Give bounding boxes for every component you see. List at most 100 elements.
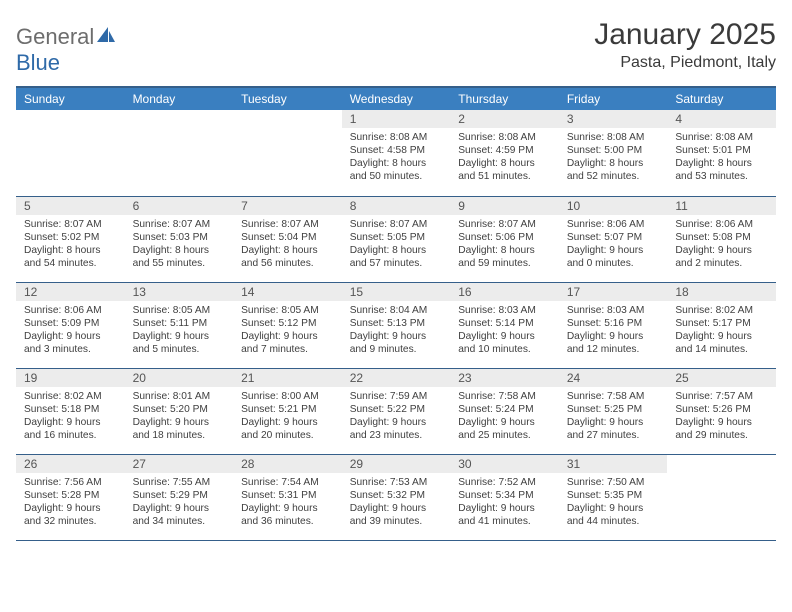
day-cell: 10Sunrise: 8:06 AMSunset: 5:07 PMDayligh… [559,196,668,282]
day-cell: 23Sunrise: 7:58 AMSunset: 5:24 PMDayligh… [450,368,559,454]
day-details: Sunrise: 8:03 AMSunset: 5:16 PMDaylight:… [559,301,668,360]
day-cell: 14Sunrise: 8:05 AMSunset: 5:12 PMDayligh… [233,282,342,368]
day-cell: 28Sunrise: 7:54 AMSunset: 5:31 PMDayligh… [233,454,342,540]
day-number: 28 [233,455,342,473]
month-title: January 2025 [594,18,776,52]
day-number: 10 [559,197,668,215]
day-cell: 11Sunrise: 8:06 AMSunset: 5:08 PMDayligh… [667,196,776,282]
day-details: Sunrise: 8:07 AMSunset: 5:02 PMDaylight:… [16,215,125,274]
dow-cell: Tuesday [233,87,342,110]
day-details: Sunrise: 8:05 AMSunset: 5:11 PMDaylight:… [125,301,234,360]
day-details: Sunrise: 7:59 AMSunset: 5:22 PMDaylight:… [342,387,451,446]
day-details: Sunrise: 8:04 AMSunset: 5:13 PMDaylight:… [342,301,451,360]
dow-cell: Sunday [16,87,125,110]
day-number: 21 [233,369,342,387]
day-cell: 16Sunrise: 8:03 AMSunset: 5:14 PMDayligh… [450,282,559,368]
day-cell: 9Sunrise: 8:07 AMSunset: 5:06 PMDaylight… [450,196,559,282]
day-cell: 25Sunrise: 7:57 AMSunset: 5:26 PMDayligh… [667,368,776,454]
day-cell: 1Sunrise: 8:08 AMSunset: 4:58 PMDaylight… [342,110,451,196]
day-details: Sunrise: 8:03 AMSunset: 5:14 PMDaylight:… [450,301,559,360]
day-number: 1 [342,110,451,128]
day-details: Sunrise: 8:02 AMSunset: 5:18 PMDaylight:… [16,387,125,446]
day-cell [16,110,125,196]
day-cell: 2Sunrise: 8:08 AMSunset: 4:59 PMDaylight… [450,110,559,196]
day-cell: 5Sunrise: 8:07 AMSunset: 5:02 PMDaylight… [16,196,125,282]
day-number: 12 [16,283,125,301]
calendar-page: General Blue January 2025 Pasta, Piedmon… [0,0,792,612]
day-cell: 19Sunrise: 8:02 AMSunset: 5:18 PMDayligh… [16,368,125,454]
day-cell: 20Sunrise: 8:01 AMSunset: 5:20 PMDayligh… [125,368,234,454]
day-cell: 22Sunrise: 7:59 AMSunset: 5:22 PMDayligh… [342,368,451,454]
day-number: 9 [450,197,559,215]
day-cell: 18Sunrise: 8:02 AMSunset: 5:17 PMDayligh… [667,282,776,368]
day-details: Sunrise: 8:01 AMSunset: 5:20 PMDaylight:… [125,387,234,446]
day-cell: 15Sunrise: 8:04 AMSunset: 5:13 PMDayligh… [342,282,451,368]
day-number: 24 [559,369,668,387]
dow-cell: Saturday [667,87,776,110]
day-details: Sunrise: 8:08 AMSunset: 4:58 PMDaylight:… [342,128,451,187]
day-details: Sunrise: 8:06 AMSunset: 5:08 PMDaylight:… [667,215,776,274]
day-number: 30 [450,455,559,473]
logo-sail-icon [96,26,116,44]
day-cell: 17Sunrise: 8:03 AMSunset: 5:16 PMDayligh… [559,282,668,368]
day-details: Sunrise: 8:06 AMSunset: 5:09 PMDaylight:… [16,301,125,360]
day-cell: 21Sunrise: 8:00 AMSunset: 5:21 PMDayligh… [233,368,342,454]
day-details: Sunrise: 8:08 AMSunset: 4:59 PMDaylight:… [450,128,559,187]
day-cell: 8Sunrise: 8:07 AMSunset: 5:05 PMDaylight… [342,196,451,282]
week-row: 12Sunrise: 8:06 AMSunset: 5:09 PMDayligh… [16,282,776,368]
day-number: 26 [16,455,125,473]
week-row: 1Sunrise: 8:08 AMSunset: 4:58 PMDaylight… [16,110,776,196]
day-number: 23 [450,369,559,387]
day-details: Sunrise: 8:00 AMSunset: 5:21 PMDaylight:… [233,387,342,446]
day-details: Sunrise: 8:08 AMSunset: 5:01 PMDaylight:… [667,128,776,187]
location: Pasta, Piedmont, Italy [594,54,776,72]
week-row: 19Sunrise: 8:02 AMSunset: 5:18 PMDayligh… [16,368,776,454]
day-cell: 29Sunrise: 7:53 AMSunset: 5:32 PMDayligh… [342,454,451,540]
day-number: 11 [667,197,776,215]
day-number: 2 [450,110,559,128]
day-cell: 4Sunrise: 8:08 AMSunset: 5:01 PMDaylight… [667,110,776,196]
day-number: 5 [16,197,125,215]
day-cell: 26Sunrise: 7:56 AMSunset: 5:28 PMDayligh… [16,454,125,540]
day-number: 29 [342,455,451,473]
day-details: Sunrise: 7:52 AMSunset: 5:34 PMDaylight:… [450,473,559,532]
day-number: 17 [559,283,668,301]
day-details: Sunrise: 8:07 AMSunset: 5:05 PMDaylight:… [342,215,451,274]
week-row: 26Sunrise: 7:56 AMSunset: 5:28 PMDayligh… [16,454,776,540]
day-number: 13 [125,283,234,301]
day-details: Sunrise: 7:57 AMSunset: 5:26 PMDaylight:… [667,387,776,446]
calendar-table: SundayMondayTuesdayWednesdayThursdayFrid… [16,86,776,541]
calendar-body: 1Sunrise: 8:08 AMSunset: 4:58 PMDaylight… [16,110,776,540]
day-details: Sunrise: 7:53 AMSunset: 5:32 PMDaylight:… [342,473,451,532]
day-number: 7 [233,197,342,215]
day-details: Sunrise: 8:07 AMSunset: 5:06 PMDaylight:… [450,215,559,274]
day-details: Sunrise: 8:07 AMSunset: 5:04 PMDaylight:… [233,215,342,274]
logo: General Blue [16,18,117,76]
day-cell: 13Sunrise: 8:05 AMSunset: 5:11 PMDayligh… [125,282,234,368]
day-details: Sunrise: 7:58 AMSunset: 5:24 PMDaylight:… [450,387,559,446]
day-number: 6 [125,197,234,215]
day-number: 31 [559,455,668,473]
day-number: 19 [16,369,125,387]
day-number: 16 [450,283,559,301]
day-number: 18 [667,283,776,301]
dow-cell: Thursday [450,87,559,110]
day-details: Sunrise: 8:07 AMSunset: 5:03 PMDaylight:… [125,215,234,274]
day-of-week-row: SundayMondayTuesdayWednesdayThursdayFrid… [16,87,776,110]
day-details: Sunrise: 7:55 AMSunset: 5:29 PMDaylight:… [125,473,234,532]
day-cell: 30Sunrise: 7:52 AMSunset: 5:34 PMDayligh… [450,454,559,540]
day-cell: 31Sunrise: 7:50 AMSunset: 5:35 PMDayligh… [559,454,668,540]
day-number: 27 [125,455,234,473]
day-details: Sunrise: 7:56 AMSunset: 5:28 PMDaylight:… [16,473,125,532]
day-details: Sunrise: 7:58 AMSunset: 5:25 PMDaylight:… [559,387,668,446]
day-number: 25 [667,369,776,387]
day-number: 22 [342,369,451,387]
day-details: Sunrise: 8:02 AMSunset: 5:17 PMDaylight:… [667,301,776,360]
day-number: 14 [233,283,342,301]
day-number: 20 [125,369,234,387]
logo-text-1: General [16,24,94,49]
day-cell [233,110,342,196]
day-number: 8 [342,197,451,215]
day-number: 15 [342,283,451,301]
week-row: 5Sunrise: 8:07 AMSunset: 5:02 PMDaylight… [16,196,776,282]
